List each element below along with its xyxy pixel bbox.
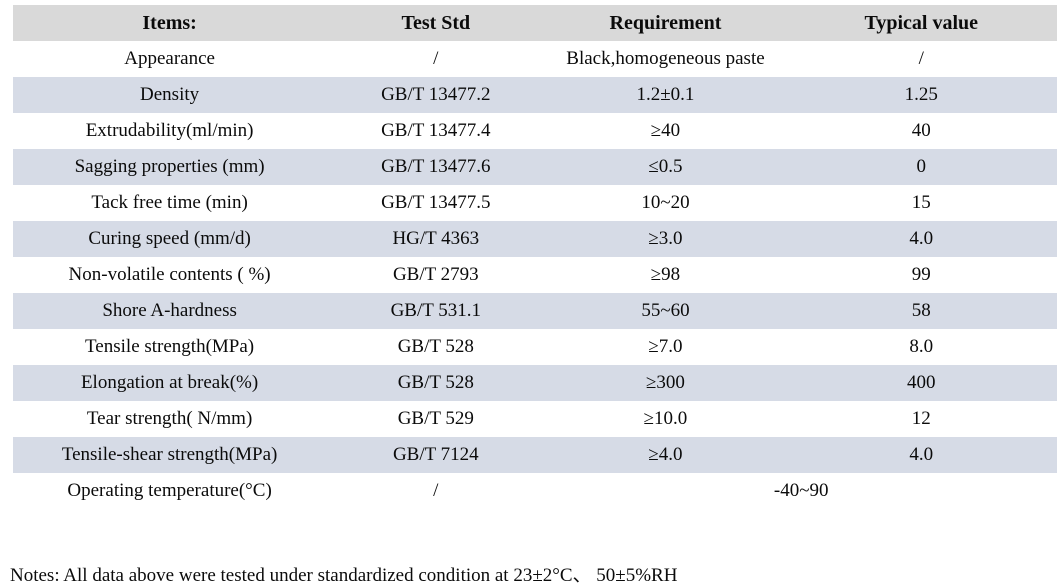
- table-cell: Elongation at break(%): [80, 371, 259, 393]
- table-cell: GB/T 13477.5: [381, 191, 491, 213]
- table-cell: ≥7.0: [648, 335, 683, 357]
- table-cell: 40: [911, 119, 931, 141]
- table-cell: ≥40: [650, 119, 681, 141]
- table-row: Curing speed (mm/d) HG/T 4363 ≥3.0 4.0: [13, 221, 1057, 257]
- table-row: Elongation at break(%) GB/T 528 ≥300 400: [13, 365, 1057, 401]
- table-cell: GB/T 528: [397, 335, 474, 357]
- table-cell: /: [433, 479, 439, 501]
- table-cell: GB/T 529: [397, 407, 474, 429]
- table-row: Shore A-hardness GB/T 531.1 55~60 58: [13, 293, 1057, 329]
- table-cell: Black,homogeneous paste: [566, 47, 765, 69]
- table-cell: Sagging properties (mm): [74, 155, 265, 177]
- table-cell: Tensile strength(MPa): [85, 335, 255, 357]
- table-row: Appearance / Black,homogeneous paste /: [13, 41, 1057, 77]
- column-header-items: Items:: [13, 5, 327, 41]
- table-cell: ≥3.0: [648, 227, 683, 249]
- table-cell: GB/T 531.1: [390, 299, 482, 321]
- table-cell: /: [918, 47, 924, 69]
- table-cell: 55~60: [641, 299, 690, 321]
- table-row: Tensile-shear strength(MPa) GB/T 7124 ≥4.0…: [13, 437, 1057, 473]
- table-cell: 15: [911, 191, 931, 213]
- table-cell: 8.0: [909, 335, 934, 357]
- table-cell: Tensile-shear strength(MPa): [61, 443, 278, 465]
- table-cell: Extrudability(ml/min): [85, 119, 254, 141]
- table-cell: 400: [907, 371, 936, 393]
- table-row: Operating temperature(°C) / -40~90: [13, 473, 1057, 509]
- notes-text: Notes: All data above were tested under …: [10, 565, 678, 586]
- table-cell: Curing speed (mm/d): [88, 227, 251, 249]
- table-cell: Tack free time (min): [91, 191, 248, 213]
- table-cell: GB/T 2793: [392, 263, 479, 285]
- table-cell: Shore A-hardness: [102, 299, 237, 321]
- table-row: Density GB/T 13477.2 1.2±0.1 1.25: [13, 77, 1057, 113]
- table-cell: Non-volatile contents ( %): [68, 263, 271, 285]
- table-cell: 0: [916, 155, 927, 177]
- table-cell: Operating temperature(°C): [67, 479, 272, 501]
- table-cell: 1.2±0.1: [636, 83, 695, 105]
- table-cell: GB/T 528: [397, 371, 474, 393]
- spec-table-body: Appearance / Black,homogeneous paste / Densi…: [13, 41, 1057, 509]
- table-cell: GB/T 13477.2: [381, 83, 491, 105]
- column-header-requirement: Requirement: [545, 5, 786, 41]
- column-header-test-std: Test Std: [326, 5, 546, 41]
- table-cell: ≤0.5: [648, 155, 683, 177]
- table-row: Sagging properties (mm) GB/T 13477.6 ≤0.5 0: [13, 149, 1057, 185]
- table-cell: Density: [140, 83, 200, 105]
- table-row: Tack free time (min) GB/T 13477.5 10~20 15: [13, 185, 1057, 221]
- spec-table: Items: Test Std Requirement Typical valu…: [13, 5, 1057, 509]
- table-cell: GB/T 13477.6: [381, 155, 491, 177]
- table-cell: ≥300: [646, 371, 685, 393]
- table-cell: GB/T 7124: [392, 443, 479, 465]
- table-row: Tensile strength(MPa) GB/T 528 ≥7.0 8.0: [13, 329, 1057, 365]
- table-cell: ≥10.0: [643, 407, 688, 429]
- table-cell: 12: [911, 407, 931, 429]
- table-row: Extrudability(ml/min) GB/T 13477.4 ≥40 40: [13, 113, 1057, 149]
- table-cell: 58: [911, 299, 931, 321]
- table-cell: Appearance: [124, 47, 215, 69]
- table-cell: 4.0: [909, 443, 934, 465]
- table-cell: 4.0: [909, 227, 934, 249]
- table-cell: Tear strength( N/mm): [86, 407, 253, 429]
- table-cell: /: [433, 47, 439, 69]
- table-cell: 1.25: [904, 83, 938, 105]
- table-cell: 10~20: [641, 191, 690, 213]
- table-cell: ≥98: [650, 263, 681, 285]
- table-cell: HG/T 4363: [392, 227, 480, 249]
- table-cell: GB/T 13477.4: [381, 119, 491, 141]
- table-cell: -40~90: [773, 479, 829, 501]
- column-header-typical-value: Typical value: [785, 5, 1057, 41]
- table-header-row: Items: Test Std Requirement Typical valu…: [13, 5, 1057, 41]
- table-row: Non-volatile contents ( %) GB/T 2793 ≥98 99: [13, 257, 1057, 293]
- table-cell: 99: [911, 263, 931, 285]
- table-cell: ≥4.0: [648, 443, 683, 465]
- table-row: Tear strength( N/mm) GB/T 529 ≥10.0 12: [13, 401, 1057, 437]
